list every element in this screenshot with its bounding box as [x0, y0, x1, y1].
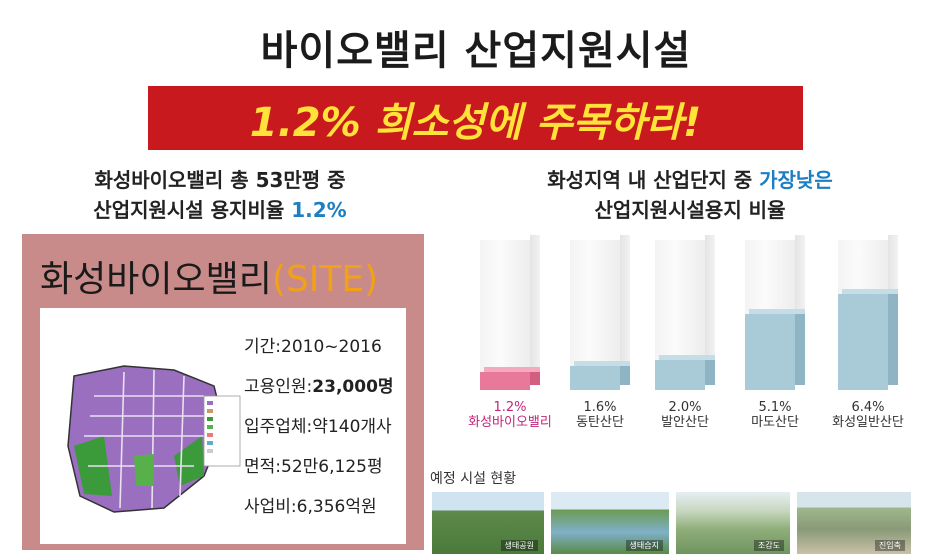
site-info-area: 면적:52만6,125평	[244, 457, 383, 477]
site-title-name: 화성바이오밸리	[40, 259, 272, 300]
photo-caption: 생태습지	[625, 540, 663, 551]
bar-value-label: 6.4%	[851, 400, 885, 415]
left-subtitle-highlight: 1.2%	[291, 198, 347, 222]
bar-side-2	[620, 361, 630, 385]
bar-value-label: 1.2%	[493, 400, 527, 415]
bar-label-1: 1.2% 화성바이오밸리	[455, 400, 565, 430]
bar-background	[480, 240, 530, 390]
bar-5	[838, 294, 888, 390]
bar-side-5	[888, 289, 898, 385]
bar-background-side	[620, 235, 630, 385]
bar-label-2: 1.6% 동탄산단	[545, 400, 655, 430]
photo-entrance-axis: 진입축	[797, 492, 911, 554]
bar-top-5	[842, 289, 898, 294]
bar-side-1	[530, 367, 540, 385]
bar-category-label: 마도산단	[751, 415, 799, 430]
bar-4	[745, 313, 795, 390]
site-info-period: 기간:2010~2016	[244, 337, 382, 357]
left-subtitle: 화성바이오밸리 총 53만평 중 산업지원시설 용지비율 1.2%	[30, 165, 410, 225]
bar-category-label: 화성바이오밸리	[468, 415, 552, 430]
bar-top-1	[484, 367, 540, 372]
site-map-card	[40, 308, 406, 544]
site-map-image	[67, 365, 241, 513]
photo-bird-eye-view: 조감도	[676, 492, 790, 554]
bar-label-4: 5.1% 마도산단	[720, 400, 830, 430]
photo-caption: 생태공원	[500, 540, 538, 551]
bar-side-3	[705, 355, 715, 385]
bar-background-side	[705, 235, 715, 385]
bar-label-5: 6.4% 화성일반산단	[813, 400, 923, 430]
bar-value-label: 1.6%	[583, 400, 617, 415]
photos-label: 예정 시설 현황	[430, 471, 517, 487]
right-subtitle-highlight: 가장낮은	[759, 168, 833, 192]
bar-top-2	[574, 361, 630, 366]
bar-value-label: 2.0%	[668, 400, 702, 415]
bar-top-3	[659, 355, 715, 360]
bar-top-4	[749, 308, 805, 314]
bar-category-label: 동탄산단	[576, 415, 624, 430]
bar-side-4	[795, 308, 805, 385]
bar-2	[570, 366, 620, 390]
bar-label-3: 2.0% 발안산단	[630, 400, 740, 430]
right-subtitle: 화성지역 내 산업단지 중 가장낮은 산업지원시설용지 비율	[470, 165, 910, 225]
ratio-bar-chart: 1.2% 화성바이오밸리 1.6% 동탄산단 2.0% 발안산단 5.1% 마도산단 6.4% 화…	[440, 230, 940, 440]
site-info-employment: 고용인원:23,000명	[244, 377, 394, 397]
right-subtitle-line2: 산업지원시설용지 비율	[594, 198, 786, 222]
site-info-cost: 사업비:6,356억원	[244, 497, 377, 517]
photo-eco-park: 생태공원	[432, 492, 544, 554]
photo-caption: 진입축	[874, 540, 905, 551]
bar-background-side	[530, 235, 540, 385]
bar-category-label: 화성일반산단	[832, 415, 904, 430]
right-subtitle-line1: 화성지역 내 산업단지 중	[547, 168, 760, 192]
page-title: 바이오밸리 산업지원시설	[260, 28, 692, 74]
bar-1	[480, 372, 530, 390]
banner-background	[148, 86, 803, 150]
bar-value-label: 5.1%	[758, 400, 792, 415]
bar-3	[655, 360, 705, 390]
photo-caption: 조감도	[753, 540, 784, 551]
site-title-suffix: (SITE)	[271, 259, 379, 300]
photo-eco-wetland: 생태습지	[551, 492, 669, 554]
bar-category-label: 발안산단	[661, 415, 709, 430]
left-subtitle-line1: 화성바이오밸리 총 53만평 중	[94, 168, 346, 192]
site-info-companies: 입주업체:약140개사	[244, 417, 392, 437]
banner-headline: 1.2% 희소성에 주목하라!	[249, 100, 702, 146]
site-title: 화성바이오밸리(SITE)	[40, 250, 378, 302]
left-subtitle-line2: 산업지원시설 용지비율	[93, 198, 292, 222]
